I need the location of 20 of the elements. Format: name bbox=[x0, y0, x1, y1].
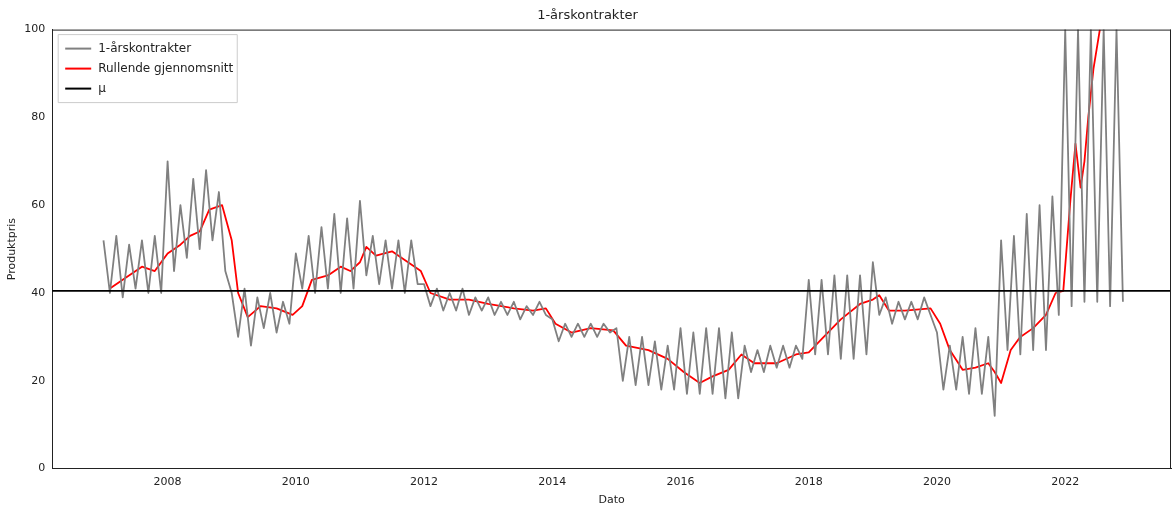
legend-label: μ bbox=[98, 80, 107, 95]
x-tick-label: 2016 bbox=[666, 475, 695, 489]
y-tick-label: 60 bbox=[31, 198, 46, 212]
y-axis-title: Produktpris bbox=[5, 217, 19, 281]
x-tick-label: 2014 bbox=[538, 475, 567, 489]
chart-title: 1-årskontrakter bbox=[537, 7, 639, 23]
x-tick-label: 2008 bbox=[153, 475, 182, 489]
legend-label: Rullende gjennomsnitt bbox=[98, 60, 234, 75]
legend-label: 1-årskontrakter bbox=[98, 40, 192, 55]
y-tick-label: 80 bbox=[31, 110, 46, 124]
x-tick-label: 2018 bbox=[794, 475, 823, 489]
x-tick-label: 2020 bbox=[922, 475, 951, 489]
x-tick-label: 2010 bbox=[281, 475, 310, 489]
x-axis-title: Dato bbox=[598, 493, 625, 507]
y-tick-label: 40 bbox=[31, 285, 46, 299]
x-tick-label: 2012 bbox=[410, 475, 439, 489]
y-tick-label: 20 bbox=[31, 373, 46, 387]
y-tick-label: 100 bbox=[24, 22, 46, 36]
x-tick-label: 2022 bbox=[1051, 475, 1080, 489]
y-tick-label: 0 bbox=[38, 461, 46, 475]
